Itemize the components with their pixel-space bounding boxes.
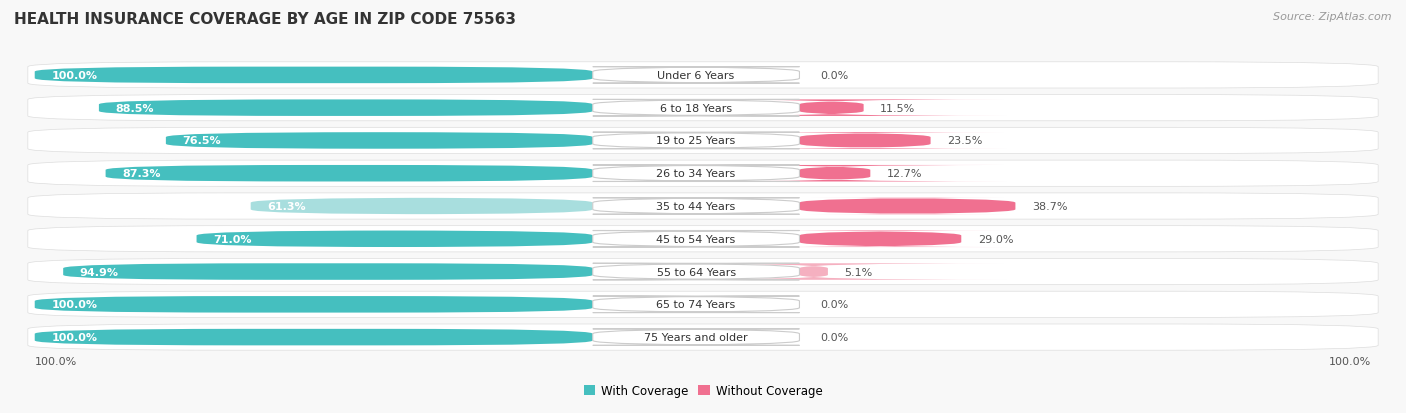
Text: 100.0%: 100.0% (51, 71, 97, 81)
Text: 87.3%: 87.3% (122, 169, 160, 179)
Text: 35 to 44 Years: 35 to 44 Years (657, 202, 735, 211)
Text: 55 to 64 Years: 55 to 64 Years (657, 267, 735, 277)
FancyBboxPatch shape (35, 67, 593, 84)
FancyBboxPatch shape (28, 292, 1378, 318)
FancyBboxPatch shape (593, 198, 800, 215)
Text: 65 to 74 Years: 65 to 74 Years (657, 299, 735, 310)
Text: 29.0%: 29.0% (977, 234, 1014, 244)
Text: 11.5%: 11.5% (880, 103, 915, 114)
Text: 100.0%: 100.0% (1329, 356, 1371, 366)
FancyBboxPatch shape (28, 193, 1378, 220)
FancyBboxPatch shape (621, 263, 1007, 280)
Text: 38.7%: 38.7% (1032, 202, 1067, 211)
FancyBboxPatch shape (28, 259, 1378, 285)
FancyBboxPatch shape (593, 100, 800, 116)
Text: 100.0%: 100.0% (51, 332, 97, 342)
FancyBboxPatch shape (755, 231, 1007, 247)
FancyBboxPatch shape (105, 166, 593, 182)
Text: 75 Years and older: 75 Years and older (644, 332, 748, 342)
Text: 100.0%: 100.0% (51, 299, 97, 310)
FancyBboxPatch shape (593, 166, 800, 182)
Text: 6 to 18 Years: 6 to 18 Years (659, 103, 733, 114)
Text: Source: ZipAtlas.com: Source: ZipAtlas.com (1274, 12, 1392, 22)
Text: 23.5%: 23.5% (948, 136, 983, 146)
FancyBboxPatch shape (593, 329, 800, 346)
FancyBboxPatch shape (98, 100, 593, 116)
Text: 76.5%: 76.5% (183, 136, 221, 146)
FancyBboxPatch shape (664, 166, 1007, 182)
FancyBboxPatch shape (197, 231, 593, 247)
Text: 26 to 34 Years: 26 to 34 Years (657, 169, 735, 179)
Text: 45 to 54 Years: 45 to 54 Years (657, 234, 735, 244)
FancyBboxPatch shape (800, 198, 1015, 215)
FancyBboxPatch shape (28, 324, 1378, 350)
FancyBboxPatch shape (250, 198, 593, 215)
FancyBboxPatch shape (166, 133, 593, 150)
Text: 100.0%: 100.0% (35, 356, 77, 366)
FancyBboxPatch shape (28, 95, 1378, 121)
Text: 61.3%: 61.3% (267, 202, 307, 211)
Text: 88.5%: 88.5% (115, 103, 153, 114)
FancyBboxPatch shape (593, 67, 800, 84)
Text: HEALTH INSURANCE COVERAGE BY AGE IN ZIP CODE 75563: HEALTH INSURANCE COVERAGE BY AGE IN ZIP … (14, 12, 516, 27)
Text: 0.0%: 0.0% (820, 71, 848, 81)
FancyBboxPatch shape (28, 128, 1378, 154)
Text: 0.0%: 0.0% (820, 332, 848, 342)
Text: 94.9%: 94.9% (80, 267, 118, 277)
Text: 71.0%: 71.0% (214, 234, 252, 244)
FancyBboxPatch shape (28, 226, 1378, 252)
FancyBboxPatch shape (63, 263, 593, 280)
FancyBboxPatch shape (35, 297, 593, 313)
FancyBboxPatch shape (657, 100, 1007, 116)
FancyBboxPatch shape (593, 231, 800, 247)
FancyBboxPatch shape (724, 133, 1007, 150)
FancyBboxPatch shape (593, 263, 800, 280)
Text: 5.1%: 5.1% (845, 267, 873, 277)
Text: 19 to 25 Years: 19 to 25 Years (657, 136, 735, 146)
FancyBboxPatch shape (28, 161, 1378, 187)
FancyBboxPatch shape (28, 63, 1378, 89)
Text: Under 6 Years: Under 6 Years (658, 71, 735, 81)
FancyBboxPatch shape (593, 133, 800, 150)
FancyBboxPatch shape (593, 297, 800, 313)
FancyBboxPatch shape (35, 329, 593, 346)
Legend: With Coverage, Without Coverage: With Coverage, Without Coverage (579, 379, 827, 401)
Text: 12.7%: 12.7% (887, 169, 922, 179)
Text: 0.0%: 0.0% (820, 299, 848, 310)
